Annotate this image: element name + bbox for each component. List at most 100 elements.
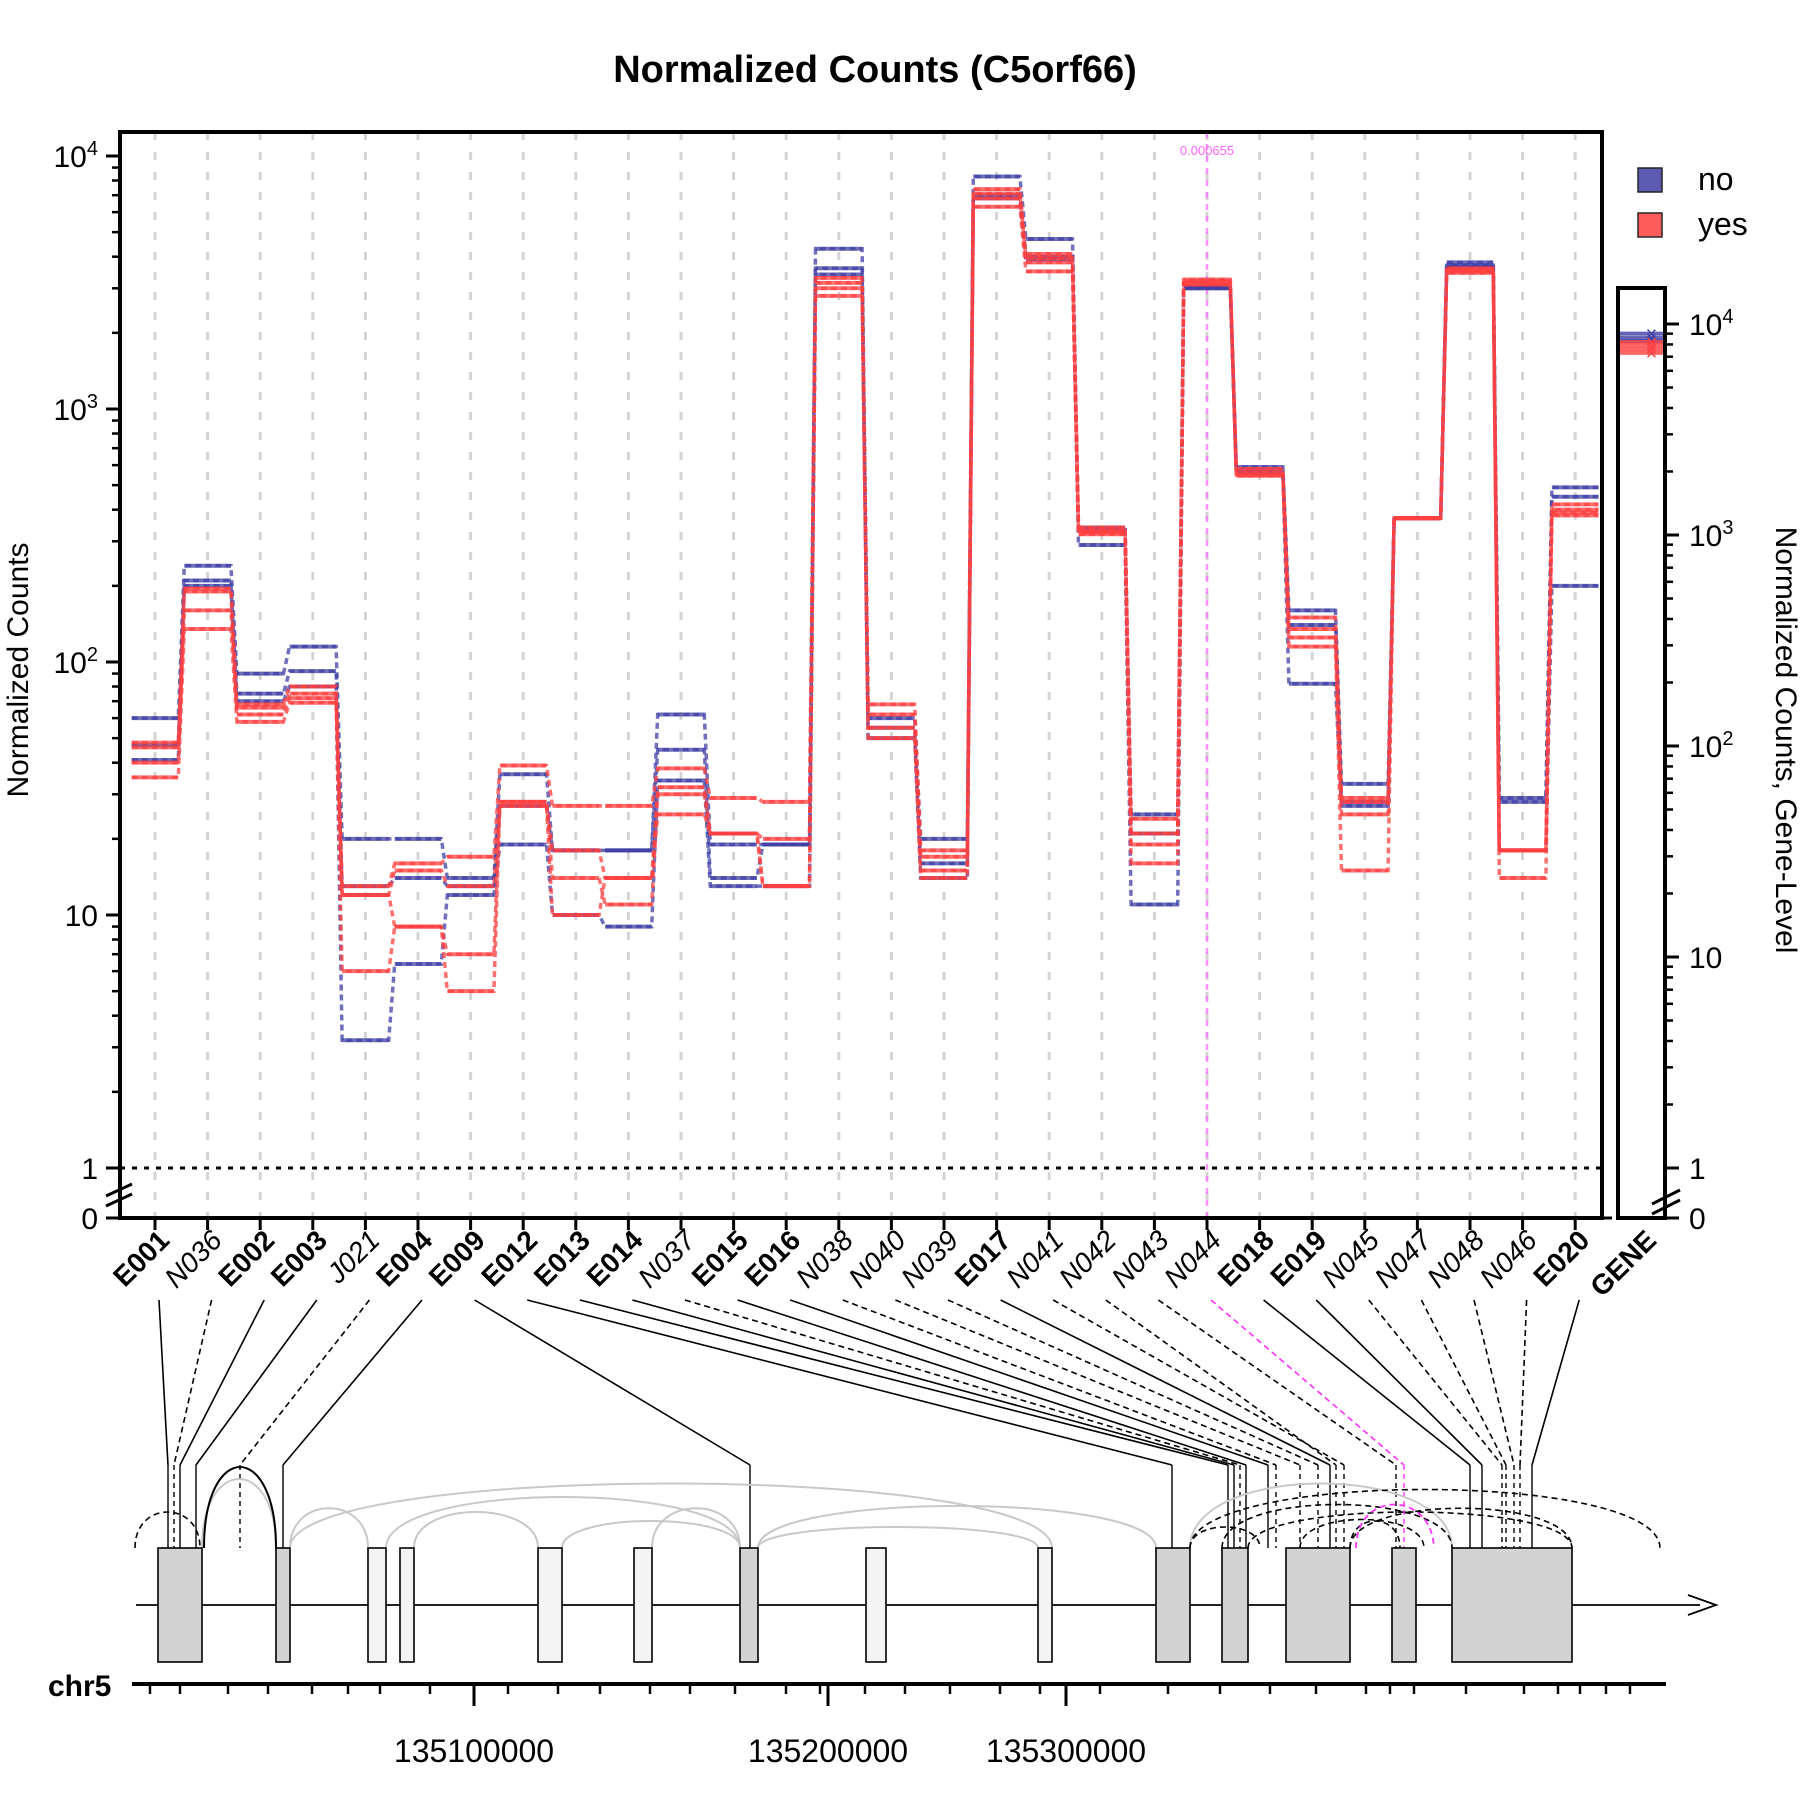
novel-junction — [1189, 1526, 1261, 1549]
exon-box — [1221, 1547, 1249, 1663]
label-connector — [195, 1299, 318, 1466]
x-tick-label: N037 — [632, 1223, 702, 1293]
x-tick-label: N047 — [1368, 1223, 1438, 1293]
strand-arrow — [1687, 1594, 1719, 1616]
exon-box — [1285, 1547, 1351, 1663]
novel-junction — [1299, 1518, 1425, 1549]
label-connector — [789, 1299, 1269, 1466]
label-connector — [239, 1299, 371, 1466]
x-tick-label: E014 — [580, 1224, 648, 1292]
exon-box — [1155, 1547, 1191, 1663]
label-connector — [947, 1299, 1319, 1466]
axes: 0 1 10 102 103 104 — [54, 130, 1612, 1236]
gene-level-point-yes: × — [1646, 343, 1658, 365]
label-connector — [1531, 1299, 1580, 1466]
x-tick-label: E004 — [370, 1224, 438, 1292]
label-connector — [737, 1299, 1247, 1466]
exon-box — [1037, 1547, 1053, 1663]
x-tick-label: N045 — [1316, 1224, 1386, 1294]
y2-axis-tick-label: 10 — [1689, 942, 1722, 975]
x-tick-label: E017 — [949, 1224, 1017, 1292]
label-connector — [1263, 1299, 1471, 1466]
x-tick-label: E013 — [528, 1224, 596, 1292]
label-connector — [895, 1299, 1301, 1466]
label-connector — [1473, 1299, 1515, 1466]
x-tick-label: E019 — [1264, 1224, 1332, 1292]
y2-axis-tick-label: 103 — [1689, 517, 1734, 553]
splice-junction — [413, 1511, 539, 1549]
chromosome-label: chr5 — [48, 1670, 111, 1703]
x-tick-label: N048 — [1421, 1224, 1491, 1294]
novel-junction — [1349, 1520, 1401, 1549]
x-tick-label: E009 — [423, 1224, 491, 1292]
label-connector — [474, 1299, 751, 1466]
label-connector — [1000, 1299, 1331, 1466]
splice-junction — [385, 1496, 741, 1549]
tested-junction — [203, 1466, 277, 1549]
label-connector — [1157, 1299, 1397, 1466]
x-tick-label: E002 — [212, 1224, 280, 1292]
y-axis-tick-label: 102 — [54, 644, 99, 680]
exon-box — [865, 1547, 887, 1663]
splice-junction — [651, 1507, 741, 1549]
x-tick-label: N041 — [1000, 1224, 1069, 1293]
highlight-pvalue-label: 0.000655 — [1180, 143, 1234, 158]
x-tick-label: N040 — [842, 1224, 912, 1294]
exon-box — [1391, 1547, 1417, 1663]
splice-junction — [289, 1507, 369, 1549]
x-tick-labels: E001N036E002E003J021E004E009E012E013E014… — [107, 1223, 1662, 1302]
y-axis-tick-label: 10 — [65, 900, 98, 933]
splice-junction — [757, 1526, 1039, 1549]
legend-swatch-yes — [1637, 212, 1663, 238]
x-tick-label: N039 — [895, 1224, 964, 1293]
label-connector — [579, 1299, 1229, 1466]
label-connector — [282, 1299, 423, 1466]
axis-break-mark — [1651, 1188, 1681, 1206]
legend-label-yes: yes — [1698, 206, 1748, 242]
gene-level-frame — [1616, 286, 1667, 1220]
splice-junction — [1189, 1482, 1453, 1549]
y2-axis-tick-label: 1 — [1689, 1153, 1706, 1186]
y-axis-tick-label: 0 — [81, 1203, 98, 1236]
legend-label-no: no — [1698, 161, 1734, 197]
gene-level-point-no: × — [1646, 328, 1658, 350]
exon-box — [537, 1547, 563, 1663]
label-connector — [158, 1299, 169, 1466]
x-tick-label: N042 — [1053, 1224, 1123, 1294]
coordinate-tick-label: 135100000 — [394, 1733, 554, 1769]
x-tick-label: N038 — [790, 1224, 860, 1294]
label-connector — [1315, 1299, 1483, 1466]
exon-box — [739, 1547, 759, 1663]
x-tick-label: E001 — [107, 1224, 175, 1292]
gene-tick-label: GENE — [1584, 1224, 1662, 1302]
series-layer — [131, 174, 1599, 1043]
x-tick-label: N044 — [1158, 1224, 1227, 1293]
y2-axis-title: Normalized Counts, Gene-Level — [1769, 527, 1800, 954]
legend: no yes — [1637, 161, 1748, 242]
label-connector — [842, 1299, 1277, 1466]
exon-box — [399, 1547, 415, 1663]
label-connector — [179, 1299, 265, 1466]
label-connector — [173, 1299, 213, 1466]
axis-break-mark — [1651, 1198, 1681, 1216]
label-connector — [1420, 1299, 1507, 1466]
x-tick-label: N043 — [1105, 1224, 1175, 1294]
y2-axis-tick-label: 0 — [1689, 1203, 1706, 1236]
axis-break-mark — [105, 1182, 133, 1198]
gene-level-point-yes: × — [1646, 339, 1658, 361]
x-tick-label: N036 — [159, 1224, 229, 1294]
novel-junction — [1349, 1507, 1573, 1549]
gene-level-point-yes: × — [1646, 336, 1658, 358]
y-axis-tick-label: 104 — [54, 138, 99, 174]
label-connector — [1052, 1299, 1345, 1466]
x-tick-label: J021 — [320, 1224, 386, 1290]
splice-junction — [561, 1520, 741, 1549]
x-tick-label: E016 — [738, 1224, 806, 1292]
x-tick-label: E015 — [686, 1224, 754, 1292]
label-connector — [1368, 1299, 1503, 1466]
exon-box — [275, 1547, 291, 1663]
chart-title: Normalized Counts (C5orf66) — [613, 49, 1137, 91]
coordinate-tick-label: 135300000 — [986, 1733, 1146, 1769]
grid: 0.000655 — [120, 132, 1602, 1218]
